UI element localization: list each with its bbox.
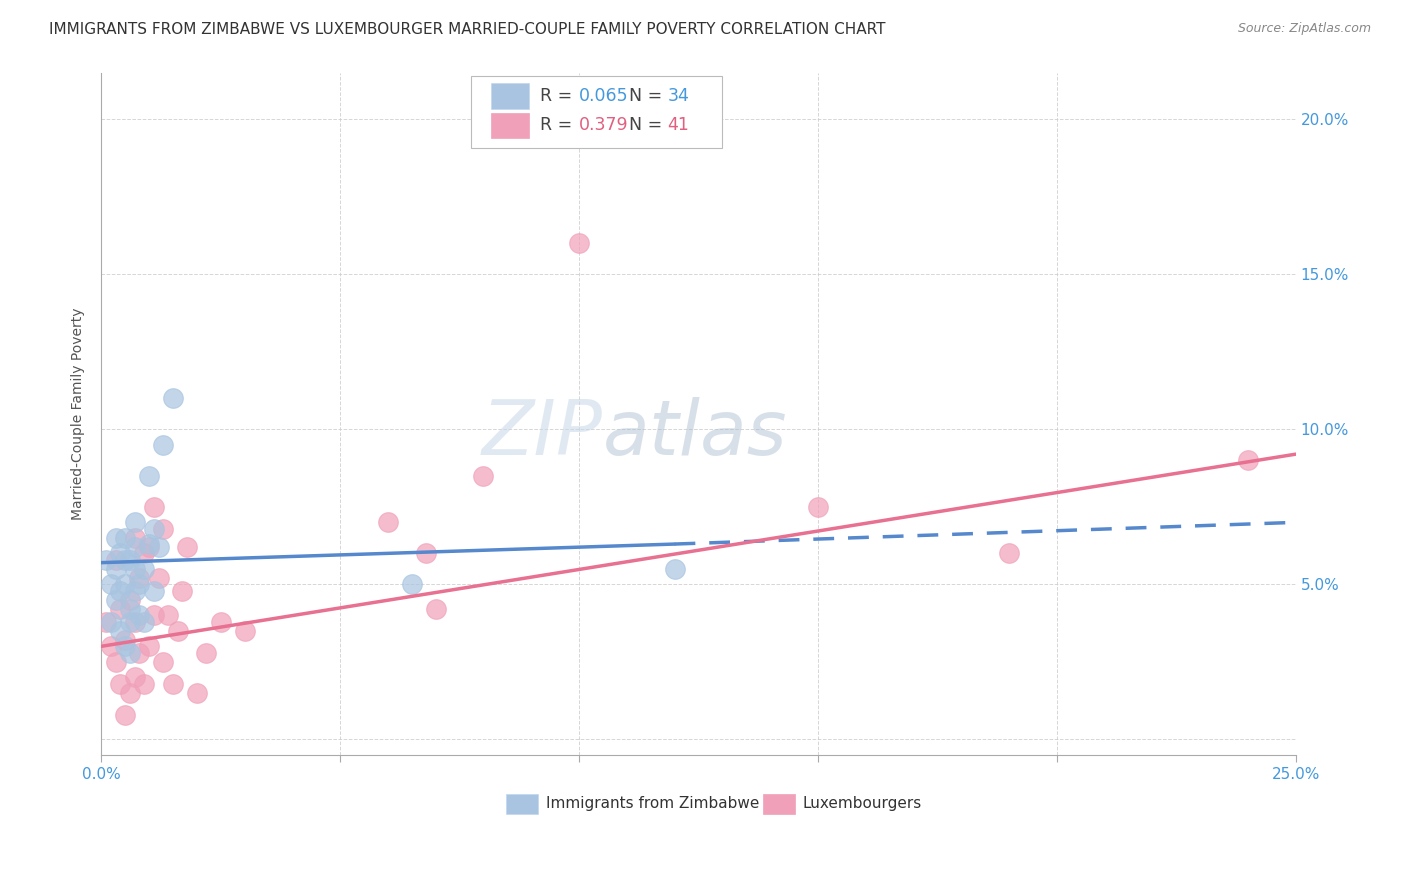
Point	[401, 577, 423, 591]
Point	[142, 522, 165, 536]
Point	[138, 640, 160, 654]
Point	[118, 592, 141, 607]
Point	[128, 571, 150, 585]
Point	[100, 615, 122, 629]
Point	[162, 676, 184, 690]
Point	[568, 236, 591, 251]
Point	[104, 655, 127, 669]
Point	[377, 516, 399, 530]
Point	[472, 468, 495, 483]
Point	[142, 500, 165, 514]
Point	[807, 500, 830, 514]
Point	[134, 546, 156, 560]
Point	[134, 562, 156, 576]
Point	[142, 583, 165, 598]
Text: Luxembourgers: Luxembourgers	[803, 797, 921, 812]
FancyBboxPatch shape	[491, 83, 529, 109]
Point	[124, 670, 146, 684]
Point	[124, 516, 146, 530]
Point	[124, 540, 146, 554]
Point	[195, 646, 218, 660]
Point	[157, 608, 180, 623]
Point	[186, 686, 208, 700]
Point	[176, 540, 198, 554]
Text: atlas: atlas	[603, 397, 787, 471]
Point	[100, 577, 122, 591]
Point	[138, 540, 160, 554]
Point	[100, 640, 122, 654]
Point	[124, 615, 146, 629]
Point	[114, 640, 136, 654]
Point	[118, 602, 141, 616]
Point	[138, 468, 160, 483]
Text: N =: N =	[628, 87, 668, 105]
Point	[415, 546, 437, 560]
Text: Source: ZipAtlas.com: Source: ZipAtlas.com	[1237, 22, 1371, 36]
Point	[124, 583, 146, 598]
Point	[152, 522, 174, 536]
Point	[152, 438, 174, 452]
Text: 41: 41	[668, 117, 689, 135]
Y-axis label: Married-Couple Family Poverty: Married-Couple Family Poverty	[72, 308, 86, 520]
Point	[94, 615, 117, 629]
Point	[110, 602, 132, 616]
Point	[118, 646, 141, 660]
Point	[172, 583, 194, 598]
Point	[114, 633, 136, 648]
Point	[110, 583, 132, 598]
FancyBboxPatch shape	[471, 77, 723, 148]
FancyBboxPatch shape	[763, 794, 796, 814]
Point	[118, 686, 141, 700]
FancyBboxPatch shape	[506, 794, 538, 814]
Text: N =: N =	[628, 117, 668, 135]
Point	[124, 531, 146, 545]
Point	[118, 552, 141, 566]
Point	[114, 577, 136, 591]
Point	[118, 615, 141, 629]
Point	[148, 540, 170, 554]
Point	[114, 552, 136, 566]
Point	[209, 615, 232, 629]
Point	[104, 552, 127, 566]
Text: 0.379: 0.379	[579, 117, 628, 135]
Point	[138, 537, 160, 551]
Point	[152, 655, 174, 669]
Point	[128, 577, 150, 591]
Point	[110, 546, 132, 560]
Point	[998, 546, 1021, 560]
Point	[142, 608, 165, 623]
Point	[104, 592, 127, 607]
Point	[162, 392, 184, 406]
Text: IMMIGRANTS FROM ZIMBABWE VS LUXEMBOURGER MARRIED-COUPLE FAMILY POVERTY CORRELATI: IMMIGRANTS FROM ZIMBABWE VS LUXEMBOURGER…	[49, 22, 886, 37]
Text: Immigrants from Zimbabwe: Immigrants from Zimbabwe	[546, 797, 759, 812]
Point	[104, 562, 127, 576]
Text: R =: R =	[540, 117, 578, 135]
Point	[1236, 453, 1258, 467]
Point	[124, 562, 146, 576]
Text: ZIP: ZIP	[482, 397, 603, 471]
Point	[110, 624, 132, 638]
Point	[104, 531, 127, 545]
Point	[134, 615, 156, 629]
Point	[114, 707, 136, 722]
Point	[148, 571, 170, 585]
FancyBboxPatch shape	[491, 112, 529, 138]
Point	[166, 624, 188, 638]
Point	[664, 562, 686, 576]
Text: 0.065: 0.065	[579, 87, 628, 105]
Point	[134, 676, 156, 690]
Point	[114, 531, 136, 545]
Point	[110, 676, 132, 690]
Point	[425, 602, 447, 616]
Point	[94, 552, 117, 566]
Point	[128, 608, 150, 623]
Text: R =: R =	[540, 87, 578, 105]
Point	[233, 624, 256, 638]
Point	[128, 646, 150, 660]
Text: 34: 34	[668, 87, 689, 105]
